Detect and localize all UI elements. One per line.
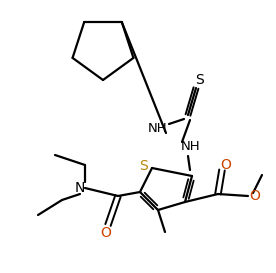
Text: S: S: [195, 73, 203, 87]
Text: NH: NH: [181, 141, 201, 153]
Text: O: O: [100, 226, 112, 240]
Text: S: S: [140, 159, 148, 173]
Text: O: O: [250, 189, 261, 203]
Text: NH: NH: [148, 121, 168, 135]
Text: O: O: [221, 158, 232, 172]
Text: N: N: [75, 181, 85, 195]
